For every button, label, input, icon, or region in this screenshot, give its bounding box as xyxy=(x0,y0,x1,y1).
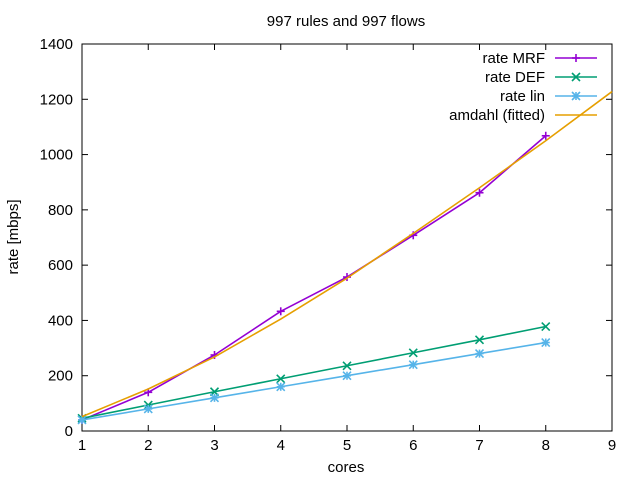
series-line xyxy=(81,135,547,421)
legend-label: rate MRF xyxy=(482,50,545,67)
data-point xyxy=(474,349,485,359)
data-point xyxy=(541,131,550,140)
x-tick-label: 2 xyxy=(144,437,152,454)
legend-label: rate DEF xyxy=(485,69,545,86)
series-line xyxy=(81,325,546,420)
data-point xyxy=(143,404,153,414)
y-tick-label: 1200 xyxy=(40,91,73,108)
legend-item: rate DEF xyxy=(485,69,597,86)
data-point xyxy=(408,360,418,370)
legend-item: amdahl (fitted) xyxy=(449,107,597,124)
data-point xyxy=(541,321,551,332)
x-tick-label: 9 xyxy=(608,437,616,454)
x-tick-label: 3 xyxy=(210,437,218,454)
legend-marker xyxy=(572,54,580,62)
legend-item: rate MRF xyxy=(482,50,597,67)
series-rate-mrf xyxy=(78,131,550,424)
y-tick-label: 600 xyxy=(48,257,73,274)
x-tick-label: 1 xyxy=(78,437,86,454)
x-tick-label: 4 xyxy=(277,437,285,454)
legend-marker xyxy=(571,91,581,101)
data-point xyxy=(475,188,484,197)
chart-title: 997 rules and 997 flows xyxy=(267,13,425,30)
y-axis-label: rate [mbps] xyxy=(5,199,22,274)
legend-item: rate lin xyxy=(500,88,597,105)
data-point xyxy=(342,361,352,371)
data-point xyxy=(474,335,485,345)
series-rate-lin xyxy=(77,337,551,425)
data-point xyxy=(342,371,352,381)
y-tick-label: 800 xyxy=(48,202,73,219)
y-tick-label: 400 xyxy=(48,312,73,329)
x-tick-label: 8 xyxy=(542,437,550,454)
data-point xyxy=(276,307,285,316)
series-line xyxy=(81,90,613,418)
legend-label: amdahl (fitted) xyxy=(449,107,545,124)
data-point xyxy=(276,382,286,392)
data-point xyxy=(209,393,220,403)
x-axis-label: cores xyxy=(328,459,365,476)
y-tick-label: 1400 xyxy=(40,36,73,53)
data-point xyxy=(276,374,286,384)
x-tick-label: 7 xyxy=(475,437,483,454)
data-point xyxy=(541,337,551,348)
series-line xyxy=(81,341,546,421)
x-tick-label: 6 xyxy=(409,437,417,454)
legend: rate MRF rate DEF rate lin amdahl (fitted) xyxy=(449,50,597,124)
data-point xyxy=(408,348,418,358)
data-point xyxy=(77,415,87,425)
y-tick-label: 1000 xyxy=(40,147,73,164)
series-amdahl-fitted xyxy=(81,90,613,418)
legend-label: rate lin xyxy=(500,88,545,105)
y-tick-label: 200 xyxy=(48,368,73,385)
legend-marker xyxy=(571,72,581,82)
y-tick-label: 0 xyxy=(65,423,73,440)
series-layer xyxy=(77,90,613,425)
axis-ticks: 1 2 3 4 5 6 7 8 9 0 200 400 600 800 1000 1200 1400 xyxy=(40,36,617,454)
x-tick-label: 5 xyxy=(343,437,351,454)
